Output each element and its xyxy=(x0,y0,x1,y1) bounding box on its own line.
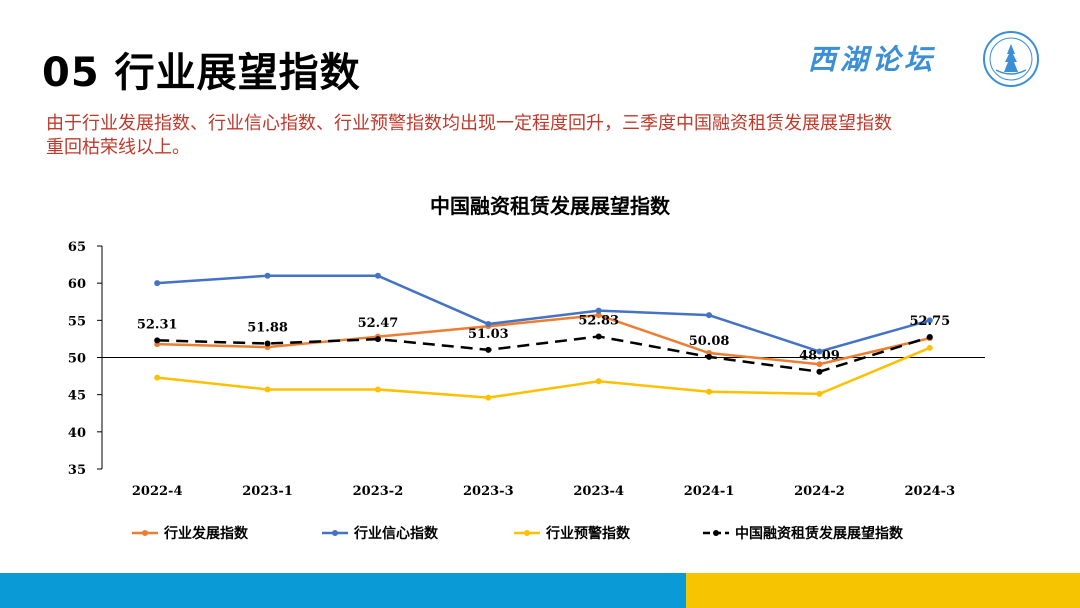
x-tick-label: 2022-4 xyxy=(132,484,183,499)
slide-title: 05 行业展望指数 xyxy=(42,50,361,96)
series-2-point xyxy=(706,312,713,319)
x-tick-label: 2023-1 xyxy=(242,484,293,499)
y-tick-label: 35 xyxy=(68,463,86,478)
data-label: 52.31 xyxy=(137,317,178,332)
series-3-point xyxy=(816,390,823,397)
series-1-point xyxy=(595,312,602,319)
footer-bar-blue xyxy=(0,573,686,608)
y-tick-label: 45 xyxy=(68,389,86,404)
data-label: 52.83 xyxy=(578,313,619,328)
x-tick-label: 2024-1 xyxy=(684,484,735,499)
series-4-point xyxy=(374,336,381,343)
footer-bar-yellow xyxy=(686,573,1080,608)
series-3-point xyxy=(485,394,492,401)
data-label: 50.08 xyxy=(689,334,730,349)
y-tick-label: 65 xyxy=(68,240,86,255)
series-3-point xyxy=(264,386,271,393)
series-2-point xyxy=(374,272,381,279)
x-tick-label: 2023-4 xyxy=(573,484,624,499)
intro-text: 由于行业发展指数、行业信心指数、行业预警指数均出现一定程度回升，三季度中国融资租… xyxy=(46,112,1026,160)
series-2-point xyxy=(595,307,602,314)
data-label: 52.47 xyxy=(358,316,399,331)
brand-logo-text: 西湖论坛 xyxy=(808,43,937,76)
series-4-point xyxy=(595,333,602,340)
series-2-point xyxy=(816,348,823,355)
series-line-1 xyxy=(157,313,931,366)
x-tick-label: 2024-3 xyxy=(905,484,956,499)
series-3-point xyxy=(374,386,381,393)
series-4-point xyxy=(706,353,713,360)
series-3-point xyxy=(154,374,161,381)
y-tick-label: 55 xyxy=(68,314,86,329)
series-line-2 xyxy=(157,274,931,353)
intro-line-1: 由于行业发展指数、行业信心指数、行业预警指数均出现一定程度回升，三季度中国融资租… xyxy=(46,113,892,134)
data-label: 51.03 xyxy=(468,327,509,342)
series-3-point xyxy=(706,388,713,395)
series-1-point xyxy=(816,361,823,368)
series-2-point xyxy=(926,317,933,324)
data-label: 52.75 xyxy=(909,314,950,329)
series-4-point xyxy=(485,346,492,353)
x-tick-label: 2024-2 xyxy=(794,484,845,499)
series-3-point xyxy=(926,344,933,351)
series-2-point xyxy=(154,280,161,287)
legend-swatch-marker xyxy=(332,530,338,536)
intro-line-2: 重回枯荣线以上。 xyxy=(46,137,190,158)
legend-label: 行业预警指数 xyxy=(545,525,631,542)
series-4-point xyxy=(926,334,933,341)
series-4-point xyxy=(264,340,271,347)
series-4-point xyxy=(154,337,161,344)
chart-title: 中国融资租赁发展展望指数 xyxy=(430,194,671,218)
y-tick-label: 50 xyxy=(68,352,86,367)
legend-swatch-marker xyxy=(713,530,719,536)
forum-seal-icon xyxy=(983,31,1039,87)
legend-swatch-marker xyxy=(142,530,148,536)
series-4-point xyxy=(816,368,823,375)
x-tick-label: 2023-2 xyxy=(353,484,404,499)
series-3-point xyxy=(595,378,602,385)
data-label: 48.09 xyxy=(799,349,840,364)
legend-label: 行业发展指数 xyxy=(163,525,249,542)
series-2-point xyxy=(264,272,271,279)
x-tick-label: 2023-3 xyxy=(463,484,514,499)
legend-label: 行业信心指数 xyxy=(353,525,439,542)
y-tick-label: 40 xyxy=(68,426,86,441)
series-line-4 xyxy=(157,335,931,373)
outlook-index-line-chart: 中国融资租赁发展展望指数 35 40 45 50 55 60 65 2022-4 2023-1 2… xyxy=(68,194,985,542)
data-label: 51.88 xyxy=(247,321,288,336)
series-line-3 xyxy=(157,346,931,399)
series-2-point xyxy=(485,321,492,328)
y-tick-label: 60 xyxy=(68,277,86,292)
legend-label: 中国融资租赁发展展望指数 xyxy=(735,525,904,542)
legend-swatch-marker xyxy=(524,530,530,536)
